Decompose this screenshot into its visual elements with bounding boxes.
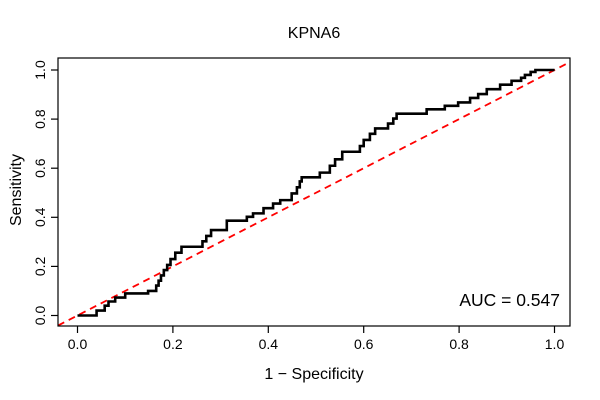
x-tick-label: 0.6 [354,336,374,352]
y-tick-label: 0.8 [32,109,48,129]
x-tick-label: 0.2 [163,336,183,352]
plot-box [57,57,571,327]
y-tick-label: 0.2 [32,256,48,276]
x-axis-title: 1 − Specificity [264,366,363,383]
y-tick-label: 1.0 [32,60,48,80]
x-tick-label: 0.4 [259,336,279,352]
y-tick-label: 0.4 [32,207,48,227]
y-axis-ticks: 0.0 0.2 0.4 0.6 0.8 1.0 [32,60,58,325]
x-tick-label: 1.0 [545,336,565,352]
x-tick-label: 0.8 [449,336,469,352]
chart-title: KPNA6 [288,25,341,42]
auc-annotation: AUC = 0.547 [459,290,560,310]
x-axis-ticks: 0.0 0.2 0.4 0.6 0.8 1.0 [68,326,565,352]
x-tick-label: 0.0 [68,336,88,352]
y-axis-title: Sensitivity [8,154,25,226]
y-tick-label: 0.0 [32,306,48,326]
y-tick-label: 0.6 [32,158,48,178]
roc-curve-line [77,68,555,317]
